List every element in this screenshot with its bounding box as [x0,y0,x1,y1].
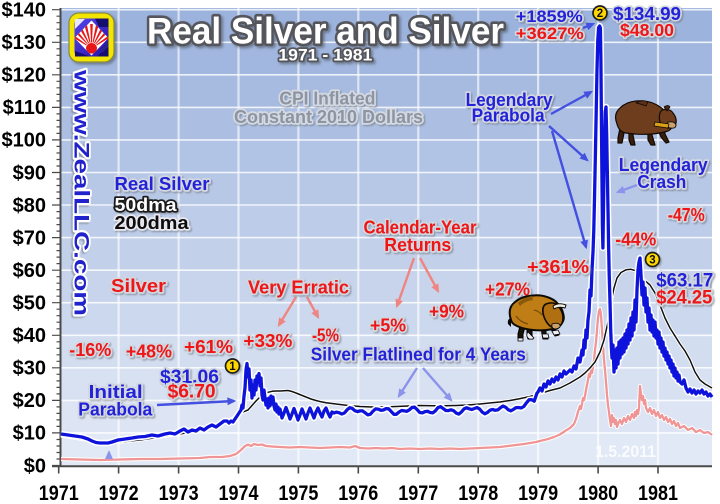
svg-text:-16%: -16% [69,340,111,360]
svg-text:3: 3 [649,255,655,267]
svg-text:1.5.2011: 1.5.2011 [595,442,656,461]
svg-text:$120: $120 [2,65,47,87]
svg-text:Very Erratic: Very Erratic [248,278,349,298]
svg-text:-44%: -44% [615,229,656,249]
svg-text:1979: 1979 [518,482,558,504]
svg-text:$134.99: $134.99 [613,4,681,24]
svg-text:Crash: Crash [637,172,686,192]
svg-text:1971 - 1981: 1971 - 1981 [278,47,372,65]
svg-text:$48.00: $48.00 [620,20,674,40]
svg-text:200dma: 200dma [115,213,190,233]
svg-text:+1859%: +1859% [516,7,583,26]
svg-text:1978: 1978 [458,482,498,504]
svg-text:1: 1 [229,361,236,373]
svg-text:1980: 1980 [578,482,618,504]
svg-text:Real Silver: Real Silver [115,174,210,194]
svg-text:2: 2 [597,8,603,20]
svg-text:+27%: +27% [485,280,530,300]
svg-text:Initial: Initial [89,382,143,402]
svg-text:1976: 1976 [338,482,378,504]
svg-text:Legendary: Legendary [466,90,553,110]
svg-text:1973: 1973 [159,482,199,504]
svg-text:$80: $80 [13,195,46,217]
svg-text:$24.25: $24.25 [656,288,712,309]
svg-text:1975: 1975 [278,482,318,504]
svg-text:-47%: -47% [668,205,705,225]
svg-text:Silver: Silver [111,276,166,296]
svg-text:$20: $20 [13,390,46,412]
svg-text:1977: 1977 [398,482,438,504]
svg-text:+33%: +33% [243,331,292,351]
svg-text:-5%: -5% [312,326,339,346]
svg-text:50dma: 50dma [115,195,178,215]
svg-text:CPI Inflated: CPI Inflated [279,89,375,109]
svg-text:+61%: +61% [184,337,233,357]
svg-text:1974: 1974 [219,482,259,504]
svg-text:$10: $10 [13,423,46,445]
svg-text:$6.70: $6.70 [168,382,216,403]
svg-text:1972: 1972 [99,482,139,504]
svg-text:Parabola: Parabola [472,106,546,126]
svg-text:$0: $0 [24,455,46,477]
svg-text:$70: $70 [13,227,46,249]
svg-text:$50: $50 [13,293,46,315]
svg-text:$40: $40 [13,325,46,347]
svg-text:1971: 1971 [39,482,79,504]
svg-text:Real Silver and Silver: Real Silver and Silver [147,11,504,52]
svg-text:+361%: +361% [527,257,589,277]
svg-text:$100: $100 [2,130,47,152]
svg-text:$30: $30 [13,358,46,380]
svg-text:$130: $130 [2,32,47,54]
svg-text:1981: 1981 [638,482,678,504]
svg-text:Legendary: Legendary [619,155,708,175]
svg-text:$90: $90 [13,162,46,184]
svg-text:Constant 2010 Dollars: Constant 2010 Dollars [234,107,423,127]
svg-text:+3627%: +3627% [516,24,584,43]
svg-text:$140: $140 [2,0,47,22]
svg-text:$110: $110 [3,97,46,119]
svg-text:www.ZealLLC.com: www.ZealLLC.com [70,69,94,316]
svg-text:Silver Flatlined for 4 Years: Silver Flatlined for 4 Years [311,345,526,365]
svg-text:+9%: +9% [429,302,464,322]
svg-text:Returns: Returns [384,235,451,255]
svg-text:$60: $60 [13,260,46,282]
svg-text:+48%: +48% [126,342,172,362]
svg-text:$63.17: $63.17 [656,271,713,292]
svg-text:Calendar-Year: Calendar-Year [364,217,477,237]
svg-text:+5%: +5% [370,316,406,336]
svg-text:Parabola: Parabola [78,400,153,420]
svg-text:$31.06: $31.06 [160,367,219,388]
